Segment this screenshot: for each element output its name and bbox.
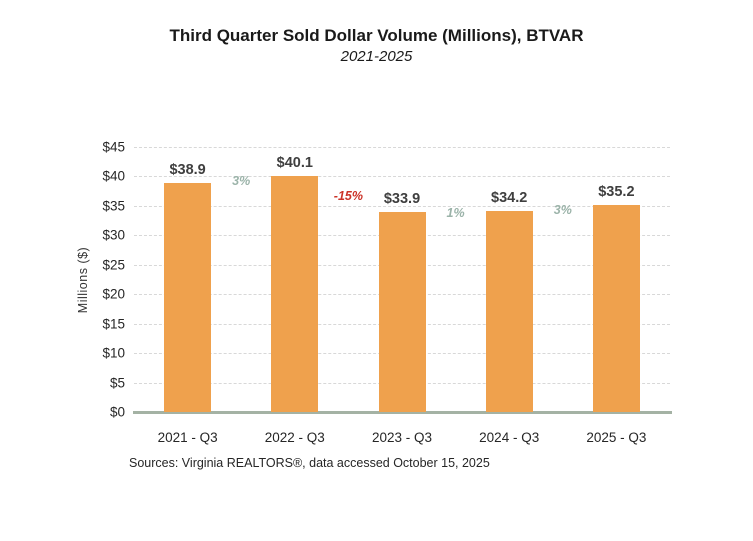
- chart-title: Third Quarter Sold Dollar Volume (Millio…: [169, 26, 584, 45]
- gridline: [134, 176, 670, 178]
- pct-change-label: 3%: [553, 202, 572, 217]
- x-tick-label: 2023 - Q3: [371, 430, 433, 445]
- y-tick-label: $20: [102, 286, 125, 302]
- bar: [378, 212, 426, 412]
- bar-value-label: $34.2: [491, 189, 528, 206]
- y-tick-label: $0: [109, 404, 125, 420]
- bar: [485, 210, 533, 412]
- pct-change-label: -15%: [333, 189, 363, 204]
- y-tick-label: $10: [102, 345, 125, 361]
- x-axis-line: [133, 411, 672, 414]
- pct-change-label: 3%: [232, 174, 251, 189]
- chart-subtitle: 2021-2025: [340, 48, 413, 65]
- bar-value-label: $35.2: [598, 183, 635, 200]
- y-tick-label: $25: [102, 257, 125, 273]
- plot-area: $0 $5 $10 $15 $20 $25 $30 $35 $40 $45 $38.9 2021 - …: [102, 140, 672, 445]
- y-tick-label: $40: [102, 168, 125, 184]
- bar-value-label: $40.1: [276, 154, 313, 171]
- x-tick-label: 2025 - Q3: [586, 430, 647, 445]
- y-tick-label: $45: [102, 139, 125, 155]
- gridline: [134, 205, 670, 207]
- x-tick-label: 2024 - Q3: [479, 430, 540, 445]
- y-tick-label: $15: [102, 316, 125, 332]
- y-tick-label: $30: [102, 227, 125, 243]
- x-tick-label: 2021 - Q3: [157, 430, 218, 445]
- bar: [271, 175, 319, 412]
- bar-value-label: $38.9: [169, 161, 206, 178]
- bar: [164, 182, 212, 412]
- x-tick-label: 2022 - Q3: [264, 430, 325, 445]
- y-tick-label: $35: [102, 198, 125, 214]
- bar: [592, 204, 640, 412]
- pct-change-label: 1%: [446, 206, 465, 221]
- y-axis-title: Millions ($): [76, 246, 90, 314]
- source-note: Sources: Virginia REALTORS®, data access…: [129, 456, 490, 470]
- gridline: [134, 147, 670, 148]
- bar-value-label: $33.9: [383, 191, 421, 208]
- y-tick-label: $5: [109, 375, 125, 391]
